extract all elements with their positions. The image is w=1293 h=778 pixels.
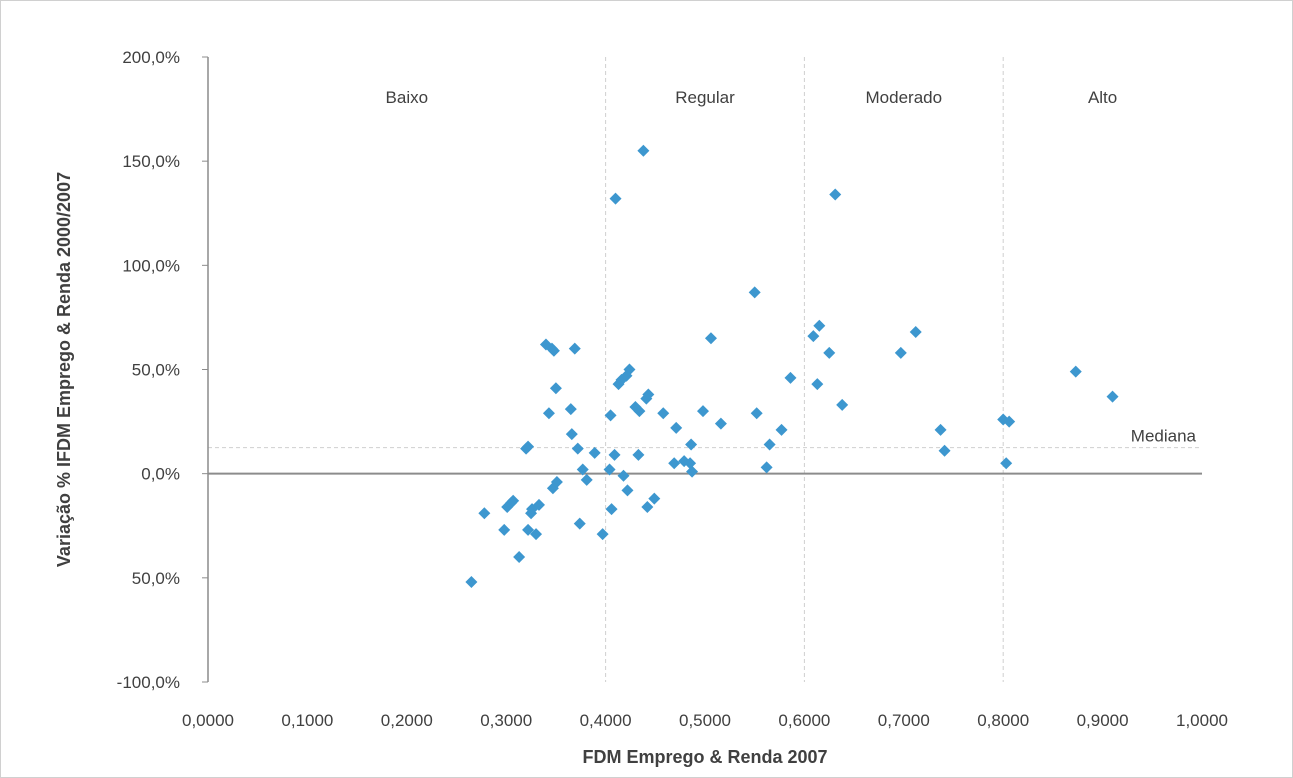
data-point bbox=[760, 461, 773, 474]
y-tick-labels: 200,0% 150,0% 100,0% 50,0% 0,0% 50,0% -100,0% bbox=[117, 48, 208, 692]
region-label: Alto bbox=[1088, 88, 1117, 107]
data-point bbox=[576, 463, 589, 476]
data-point bbox=[596, 528, 609, 541]
data-point bbox=[637, 144, 650, 157]
data-point bbox=[605, 503, 618, 516]
data-point bbox=[533, 498, 546, 511]
data-point bbox=[632, 448, 645, 461]
data-point bbox=[588, 446, 601, 459]
data-point bbox=[704, 332, 717, 345]
data-point bbox=[623, 363, 636, 376]
data-point bbox=[748, 286, 761, 299]
data-point bbox=[478, 507, 491, 520]
data-point bbox=[641, 501, 654, 513]
median-label: Mediana bbox=[1131, 427, 1197, 446]
x-tick-label: 0,3000 bbox=[480, 711, 532, 730]
data-point bbox=[1106, 390, 1119, 403]
data-point bbox=[775, 423, 788, 436]
data-point bbox=[513, 551, 526, 563]
y-tick-label: 200,0% bbox=[122, 48, 180, 67]
x-tick-label: 0,4000 bbox=[580, 711, 632, 730]
data-point bbox=[823, 346, 836, 359]
x-axis-title: FDM Emprego & Renda 2007 bbox=[582, 747, 827, 767]
region-labels: Baixo Regular Moderado Alto bbox=[386, 88, 1118, 107]
x-tick-label: 0,9000 bbox=[1077, 711, 1129, 730]
data-point bbox=[621, 484, 634, 497]
data-point bbox=[604, 409, 617, 422]
region-label: Moderado bbox=[866, 88, 943, 107]
data-point bbox=[580, 473, 593, 486]
data-point bbox=[668, 457, 681, 470]
data-point bbox=[807, 330, 820, 343]
data-point bbox=[784, 371, 797, 384]
data-point bbox=[498, 523, 511, 536]
y-tick-label: 150,0% bbox=[122, 152, 180, 171]
data-point bbox=[697, 405, 710, 418]
x-tick-label: 0,6000 bbox=[778, 711, 830, 730]
data-point bbox=[547, 344, 560, 357]
x-tick-label: 0,2000 bbox=[381, 711, 433, 730]
y-axis-title: Variação % IFDM Emprego & Renda 2000/200… bbox=[54, 172, 74, 567]
x-tick-label: 1,0000 bbox=[1176, 711, 1228, 730]
data-point bbox=[571, 442, 584, 455]
region-boundary-lines bbox=[605, 57, 1004, 682]
data-point bbox=[685, 438, 698, 451]
data-point bbox=[686, 465, 699, 478]
y-tick-label: 0,0% bbox=[141, 465, 180, 484]
data-point bbox=[750, 407, 763, 420]
x-tick-labels: 0,0000 0,1000 0,2000 0,3000 0,4000 0,5000 0,60… bbox=[182, 711, 1228, 730]
data-point bbox=[813, 319, 826, 332]
data-point bbox=[603, 463, 616, 476]
x-tick-label: 0,0000 bbox=[182, 711, 234, 730]
data-point bbox=[684, 457, 697, 470]
y-tick-label: 100,0% bbox=[122, 256, 180, 275]
data-point bbox=[507, 494, 520, 507]
data-point bbox=[549, 382, 562, 395]
data-point bbox=[609, 192, 622, 205]
x-tick-label: 0,7000 bbox=[878, 711, 930, 730]
data-point bbox=[617, 469, 630, 482]
x-tick-label: 0,1000 bbox=[281, 711, 333, 730]
data-point bbox=[670, 421, 683, 434]
x-tick-label: 0,8000 bbox=[977, 711, 1029, 730]
data-point bbox=[542, 407, 555, 420]
data-point bbox=[836, 398, 849, 411]
data-point bbox=[1003, 415, 1016, 428]
data-point bbox=[608, 448, 621, 461]
x-tick-label: 0,5000 bbox=[679, 711, 731, 730]
data-point bbox=[465, 576, 478, 588]
data-point bbox=[648, 492, 661, 505]
data-point bbox=[829, 188, 842, 201]
data-point bbox=[1069, 365, 1082, 378]
data-point bbox=[564, 403, 577, 416]
y-tick-label: 50,0% bbox=[132, 569, 180, 588]
y-tick-label: -100,0% bbox=[117, 673, 180, 692]
y-tick-label: 50,0% bbox=[132, 361, 180, 380]
data-point bbox=[522, 440, 535, 453]
data-point bbox=[894, 346, 907, 359]
data-point bbox=[642, 388, 655, 401]
data-point bbox=[938, 444, 951, 457]
region-label: Baixo bbox=[386, 88, 429, 107]
data-point bbox=[565, 428, 578, 441]
data-point bbox=[550, 476, 563, 488]
data-point bbox=[714, 417, 727, 430]
data-point bbox=[530, 528, 543, 541]
data-point bbox=[633, 405, 646, 418]
data-point bbox=[934, 423, 947, 436]
data-point bbox=[573, 517, 586, 530]
region-label: Regular bbox=[675, 88, 735, 107]
data-point bbox=[909, 326, 922, 338]
data-points bbox=[465, 144, 1119, 588]
data-point bbox=[657, 407, 670, 420]
data-point bbox=[568, 342, 581, 355]
data-point bbox=[763, 438, 776, 451]
data-point bbox=[1000, 457, 1013, 470]
data-point bbox=[522, 523, 535, 536]
data-point bbox=[811, 378, 824, 391]
